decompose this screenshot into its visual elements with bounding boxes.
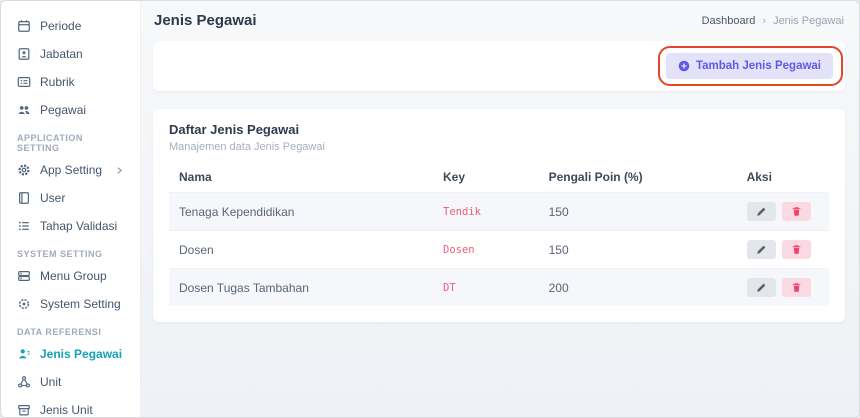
sidebar-section-data-referensi: DATA REFERENSI: [17, 327, 102, 337]
page-header: Jenis Pegawai Dashboard › Jenis Pegawai: [153, 1, 845, 41]
column-header-nama: Nama: [169, 162, 433, 193]
column-header-pengali-poin: Pengali Poin (%): [538, 162, 737, 193]
cog-icon: [17, 297, 31, 311]
trash-icon: [791, 244, 802, 255]
cell-nama: Tenaga Kependidikan: [169, 192, 433, 231]
gear-icon: [17, 163, 31, 177]
table-card: Daftar Jenis Pegawai Manajemen data Jeni…: [153, 109, 845, 322]
edit-button[interactable]: [746, 240, 776, 259]
sidebar-item-label: Jabatan: [40, 47, 83, 61]
cell-key: Tendik: [433, 192, 539, 231]
cell-aksi: [736, 192, 829, 231]
book-icon: [17, 191, 31, 205]
network-icon: [17, 375, 31, 389]
sidebar-item-jenis-unit[interactable]: Jenis Unit: [1, 396, 140, 417]
tambah-jenis-pegawai-button[interactable]: Tambah Jenis Pegawai: [665, 53, 833, 79]
card-list-icon: [17, 75, 31, 89]
sidebar-item-menu-group[interactable]: Menu Group: [1, 262, 140, 290]
sidebar-item-label: Periode: [40, 19, 82, 33]
chevron-right-icon: [115, 166, 124, 175]
sidebar-item-label: Tahap Validasi: [40, 219, 118, 233]
actions-card: Tambah Jenis Pegawai: [153, 41, 845, 91]
cell-pengali: 200: [538, 268, 737, 306]
sidebar-item-label: User: [40, 191, 66, 205]
sidebar-item-label: Jenis Pegawai: [40, 347, 123, 361]
pencil-icon: [756, 244, 767, 255]
users-icon: [17, 103, 31, 117]
card-subtitle: Manajemen data Jenis Pegawai: [169, 141, 325, 153]
sidebar-item-unit[interactable]: Unit: [1, 368, 140, 396]
trash-icon: [791, 282, 802, 293]
pencil-icon: [756, 282, 767, 293]
card-title: Daftar Jenis Pegawai: [169, 122, 300, 137]
sidebar-item-label: Pegawai: [40, 103, 87, 117]
main-content: Jenis Pegawai Dashboard › Jenis Pegawai …: [141, 1, 859, 417]
calendar-icon: [17, 19, 31, 33]
sidebar-item-label: Jenis Unit: [40, 403, 93, 417]
sidebar-item-tahap-validasi[interactable]: Tahap Validasi: [1, 212, 140, 240]
sidebar-item-label: Unit: [40, 375, 62, 389]
delete-button[interactable]: [781, 240, 811, 259]
cell-key: Dosen: [433, 230, 539, 269]
sidebar-item-periode[interactable]: Periode: [1, 12, 140, 40]
add-button-label: Tambah Jenis Pegawai: [695, 60, 821, 72]
plus-circle-icon: [678, 60, 690, 72]
edit-button[interactable]: [746, 278, 776, 297]
id-badge-icon: [17, 47, 31, 61]
cell-aksi: [736, 268, 829, 306]
sidebar-item-system-setting[interactable]: System Setting: [1, 290, 140, 318]
sidebar-item-jenis-pegawai[interactable]: Jenis Pegawai: [1, 340, 140, 368]
breadcrumb-separator: ›: [762, 14, 767, 27]
cell-aksi: [736, 230, 829, 269]
breadcrumb: Dashboard › Jenis Pegawai: [702, 15, 844, 27]
table-row: Dosen Tugas Tambahan DT 200: [169, 268, 829, 306]
column-header-aksi: Aksi: [736, 162, 829, 193]
cell-nama: Dosen: [169, 230, 433, 269]
server-icon: [17, 269, 31, 283]
pencil-icon: [756, 206, 767, 217]
sidebar-item-label: Rubrik: [40, 75, 75, 89]
breadcrumb-dashboard-link[interactable]: Dashboard: [701, 14, 756, 27]
cell-nama: Dosen Tugas Tambahan: [169, 268, 433, 306]
sidebar: Periode Jabatan Rubrik Pegawai APPLICATI…: [1, 1, 141, 417]
edit-button[interactable]: [746, 202, 776, 221]
sidebar-item-app-setting[interactable]: App Setting: [1, 156, 140, 184]
sidebar-item-rubrik[interactable]: Rubrik: [1, 68, 140, 96]
jenis-pegawai-table: Nama Key Pengali Poin (%) Aksi Tenaga Ke…: [169, 162, 829, 306]
archive-icon: [17, 403, 31, 417]
table-row: Tenaga Kependidikan Tendik 150: [169, 192, 829, 231]
sidebar-item-pegawai[interactable]: Pegawai: [1, 96, 140, 124]
user-icon: [17, 347, 31, 361]
delete-button[interactable]: [781, 278, 811, 297]
page-title: Jenis Pegawai: [154, 12, 257, 29]
trash-icon: [791, 206, 802, 217]
sidebar-item-user[interactable]: User: [1, 184, 140, 212]
sidebar-item-label: App Setting: [40, 163, 103, 177]
table-header-row: Nama Key Pengali Poin (%) Aksi: [169, 162, 829, 193]
table-row: Dosen Dosen 150: [169, 230, 829, 269]
delete-button[interactable]: [781, 202, 811, 221]
list-icon: [17, 219, 31, 233]
sidebar-item-label: System Setting: [40, 297, 121, 311]
sidebar-item-jabatan[interactable]: Jabatan: [1, 40, 140, 68]
column-header-key: Key: [433, 162, 539, 193]
cell-key: DT: [433, 268, 539, 306]
sidebar-item-label: Menu Group: [40, 269, 107, 283]
cell-pengali: 150: [538, 192, 737, 231]
breadcrumb-current: Jenis Pegawai: [773, 14, 844, 27]
cell-pengali: 150: [538, 230, 737, 269]
sidebar-section-application-setting: APPLICATION SETTING: [17, 133, 83, 153]
sidebar-section-system-setting: SYSTEM SETTING: [17, 249, 103, 259]
